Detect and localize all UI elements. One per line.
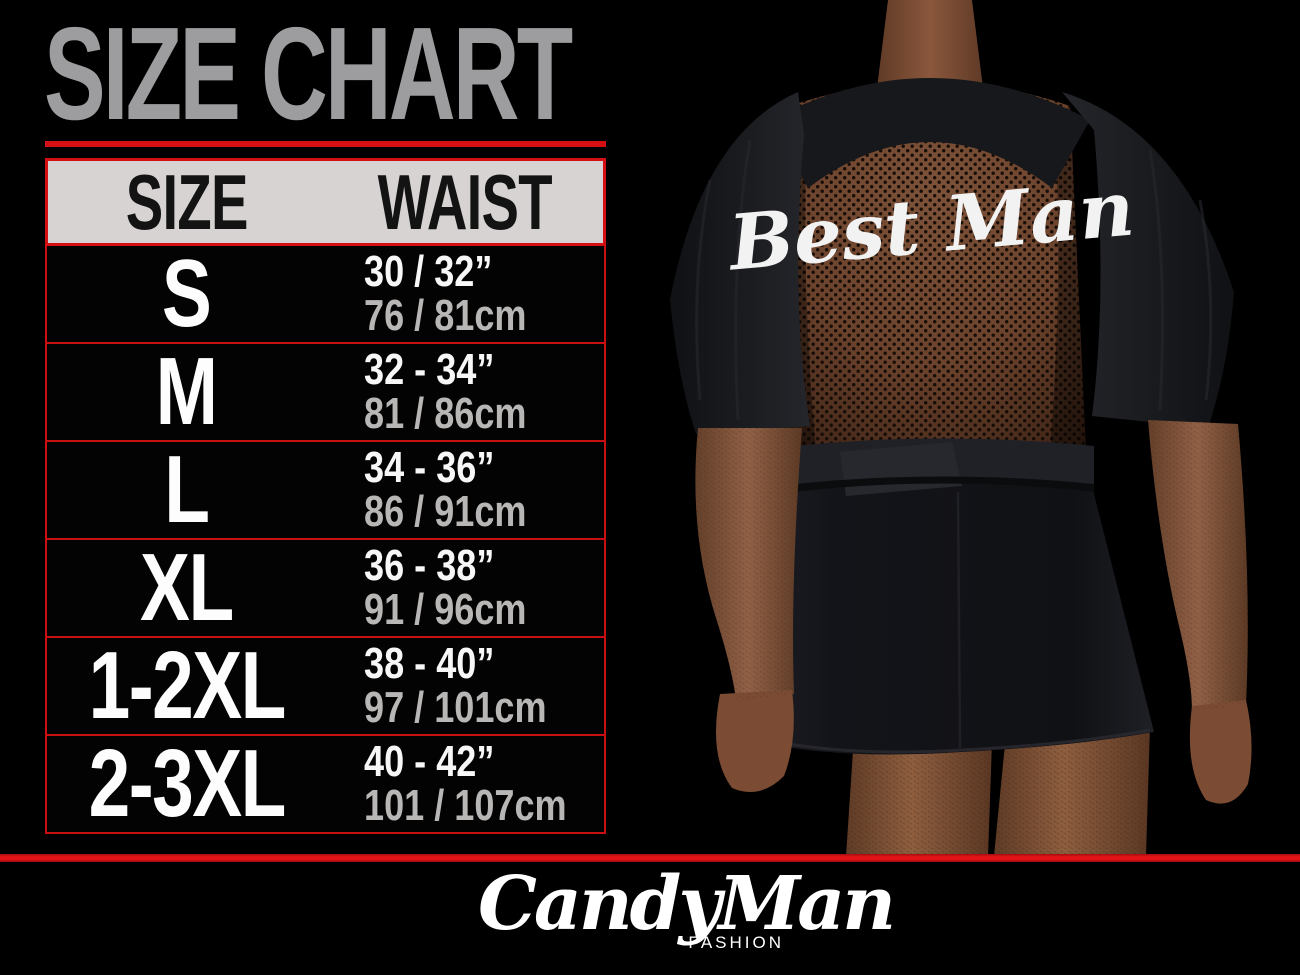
robe-mesh-dots: [778, 82, 1086, 452]
table-row: XL 36 - 38” 91 / 96cm: [45, 540, 606, 638]
size-label: S: [162, 240, 212, 347]
title-underline: [45, 141, 606, 147]
column-header-waist: WAIST: [377, 157, 552, 246]
size-label: 1-2XL: [88, 632, 286, 739]
waist-inches: 36 - 38”: [363, 541, 494, 590]
table-header-row: SIZE WAIST: [45, 158, 606, 246]
waist-inches: 30 / 32”: [363, 247, 492, 296]
table-row: M 32 - 34” 81 / 86cm: [45, 344, 606, 442]
table-row: S 30 / 32” 76 / 81cm: [45, 246, 606, 344]
size-cell: 2-3XL: [47, 736, 326, 832]
waist-inches: 32 - 34”: [363, 345, 494, 394]
product-photo: Best Man: [670, 0, 1252, 856]
leg-hair-right: [994, 726, 1150, 856]
skirt-center-seam: [956, 491, 962, 749]
bottom-accent-line: [0, 854, 1300, 862]
column-header-size: SIZE: [125, 157, 249, 246]
waist-centimeters: 101 / 107cm: [363, 781, 567, 830]
brand-logo: CandyMan: [478, 861, 896, 947]
man-hand-left: [716, 690, 794, 792]
robe-sleeve-left: [670, 92, 810, 434]
leg-hair-left: [846, 736, 992, 856]
robe-collar: [770, 78, 1090, 188]
belt-shadow: [778, 476, 1094, 494]
waist-centimeters: 81 / 86cm: [363, 389, 526, 438]
sleeve-fold-left: [695, 139, 752, 421]
size-cell: L: [47, 442, 326, 538]
page-title: SIZE CHART: [44, 0, 573, 147]
waist-cell: 30 / 32” 76 / 81cm: [326, 246, 605, 342]
size-cell: S: [47, 246, 326, 342]
size-label: L: [164, 436, 210, 543]
waist-inches: 34 - 36”: [363, 443, 494, 492]
size-label: XL: [139, 534, 234, 641]
waist-inches: 38 - 40”: [363, 639, 494, 688]
size-cell: M: [47, 344, 326, 440]
sleeve-fold-right: [1148, 149, 1213, 411]
mesh-side-shadow-right: [1050, 106, 1086, 452]
size-cell: 1-2XL: [47, 638, 326, 734]
waist-cell: 38 - 40” 97 / 101cm: [326, 638, 605, 734]
waist-cell: 34 - 36” 86 / 91cm: [326, 442, 605, 538]
waist-cell: 32 - 34” 81 / 86cm: [326, 344, 605, 440]
brand-footer: CandyMan FASHION: [478, 860, 896, 953]
table-row: L 34 - 36” 86 / 91cm: [45, 442, 606, 540]
arm-hair-left: [695, 428, 802, 700]
robe-skirt: [760, 477, 1154, 755]
size-label: 2-3XL: [88, 730, 286, 837]
size-chart-table: SIZE WAIST S 30 / 32” 76 / 81cm M 32 - 3…: [45, 158, 606, 834]
waist-centimeters: 76 / 81cm: [363, 291, 526, 340]
skirt-hem-highlight: [765, 728, 1151, 754]
arm-hair-right: [1148, 420, 1248, 712]
waist-centimeters: 91 / 96cm: [363, 585, 526, 634]
size-label: M: [155, 338, 218, 445]
waist-cell: 36 - 38” 91 / 96cm: [326, 540, 605, 636]
man-hand-right: [1189, 700, 1252, 804]
size-cell: XL: [47, 540, 326, 636]
waist-inches: 40 - 42”: [363, 737, 494, 786]
waist-centimeters: 97 / 101cm: [363, 683, 547, 732]
robe-sleeve-right: [1062, 92, 1234, 428]
waist-centimeters: 86 / 91cm: [363, 487, 526, 536]
table-row: 1-2XL 38 - 40” 97 / 101cm: [45, 638, 606, 736]
table-row: 2-3XL 40 - 42” 101 / 107cm: [45, 736, 606, 834]
waist-cell: 40 - 42” 101 / 107cm: [326, 736, 611, 832]
brand-sub-label: FASHION: [688, 932, 784, 952]
